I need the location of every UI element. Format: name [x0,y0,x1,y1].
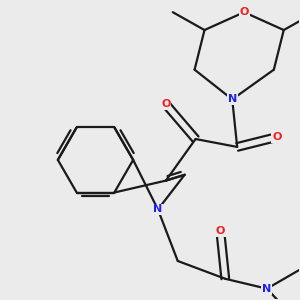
Text: N: N [228,94,237,104]
Text: O: O [216,226,225,236]
Text: O: O [272,132,281,142]
Text: O: O [239,7,249,17]
Text: N: N [262,284,272,294]
Text: N: N [153,204,163,214]
Text: O: O [161,99,170,109]
